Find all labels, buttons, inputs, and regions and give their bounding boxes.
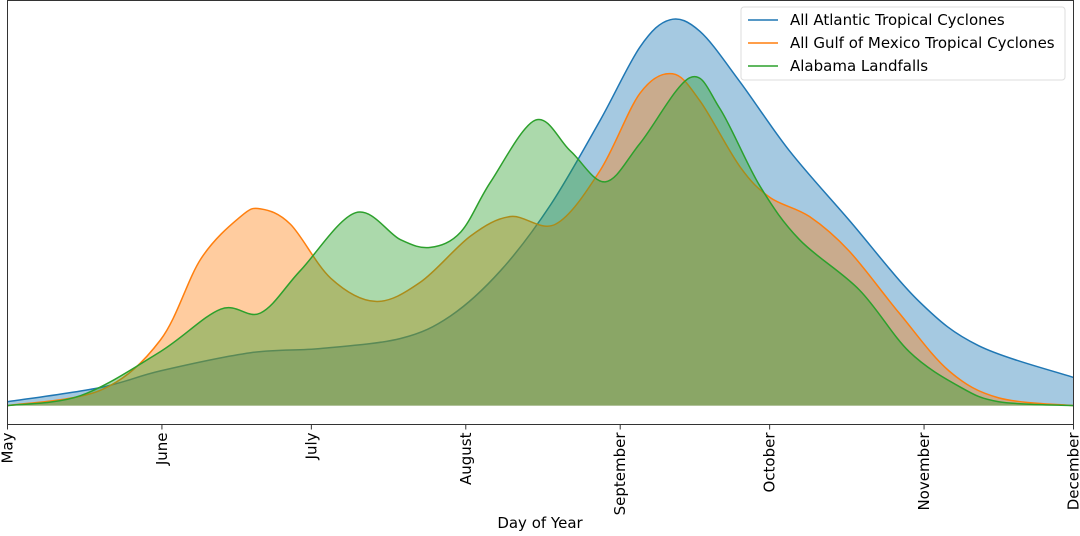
- x-axis-label: Day of Year: [497, 514, 583, 532]
- legend-label: All Atlantic Tropical Cyclones: [790, 11, 1005, 29]
- x-tick-label: July: [302, 432, 320, 460]
- x-axis-ticks: May June July August September October Novembe…: [0, 425, 1080, 516]
- x-tick-label: December: [1065, 432, 1080, 511]
- legend: All Atlantic Tropical Cyclones All Gulf o…: [741, 7, 1065, 80]
- x-tick-label: November: [915, 432, 933, 511]
- x-tick-label: May: [0, 432, 17, 463]
- legend-label: Alabama Landfalls: [790, 57, 928, 75]
- x-tick-label: October: [761, 432, 779, 493]
- x-tick-label: September: [611, 432, 629, 516]
- x-tick-label: June: [153, 433, 171, 467]
- legend-label: All Gulf of Mexico Tropical Cyclones: [790, 34, 1055, 52]
- x-tick-label: August: [457, 432, 475, 485]
